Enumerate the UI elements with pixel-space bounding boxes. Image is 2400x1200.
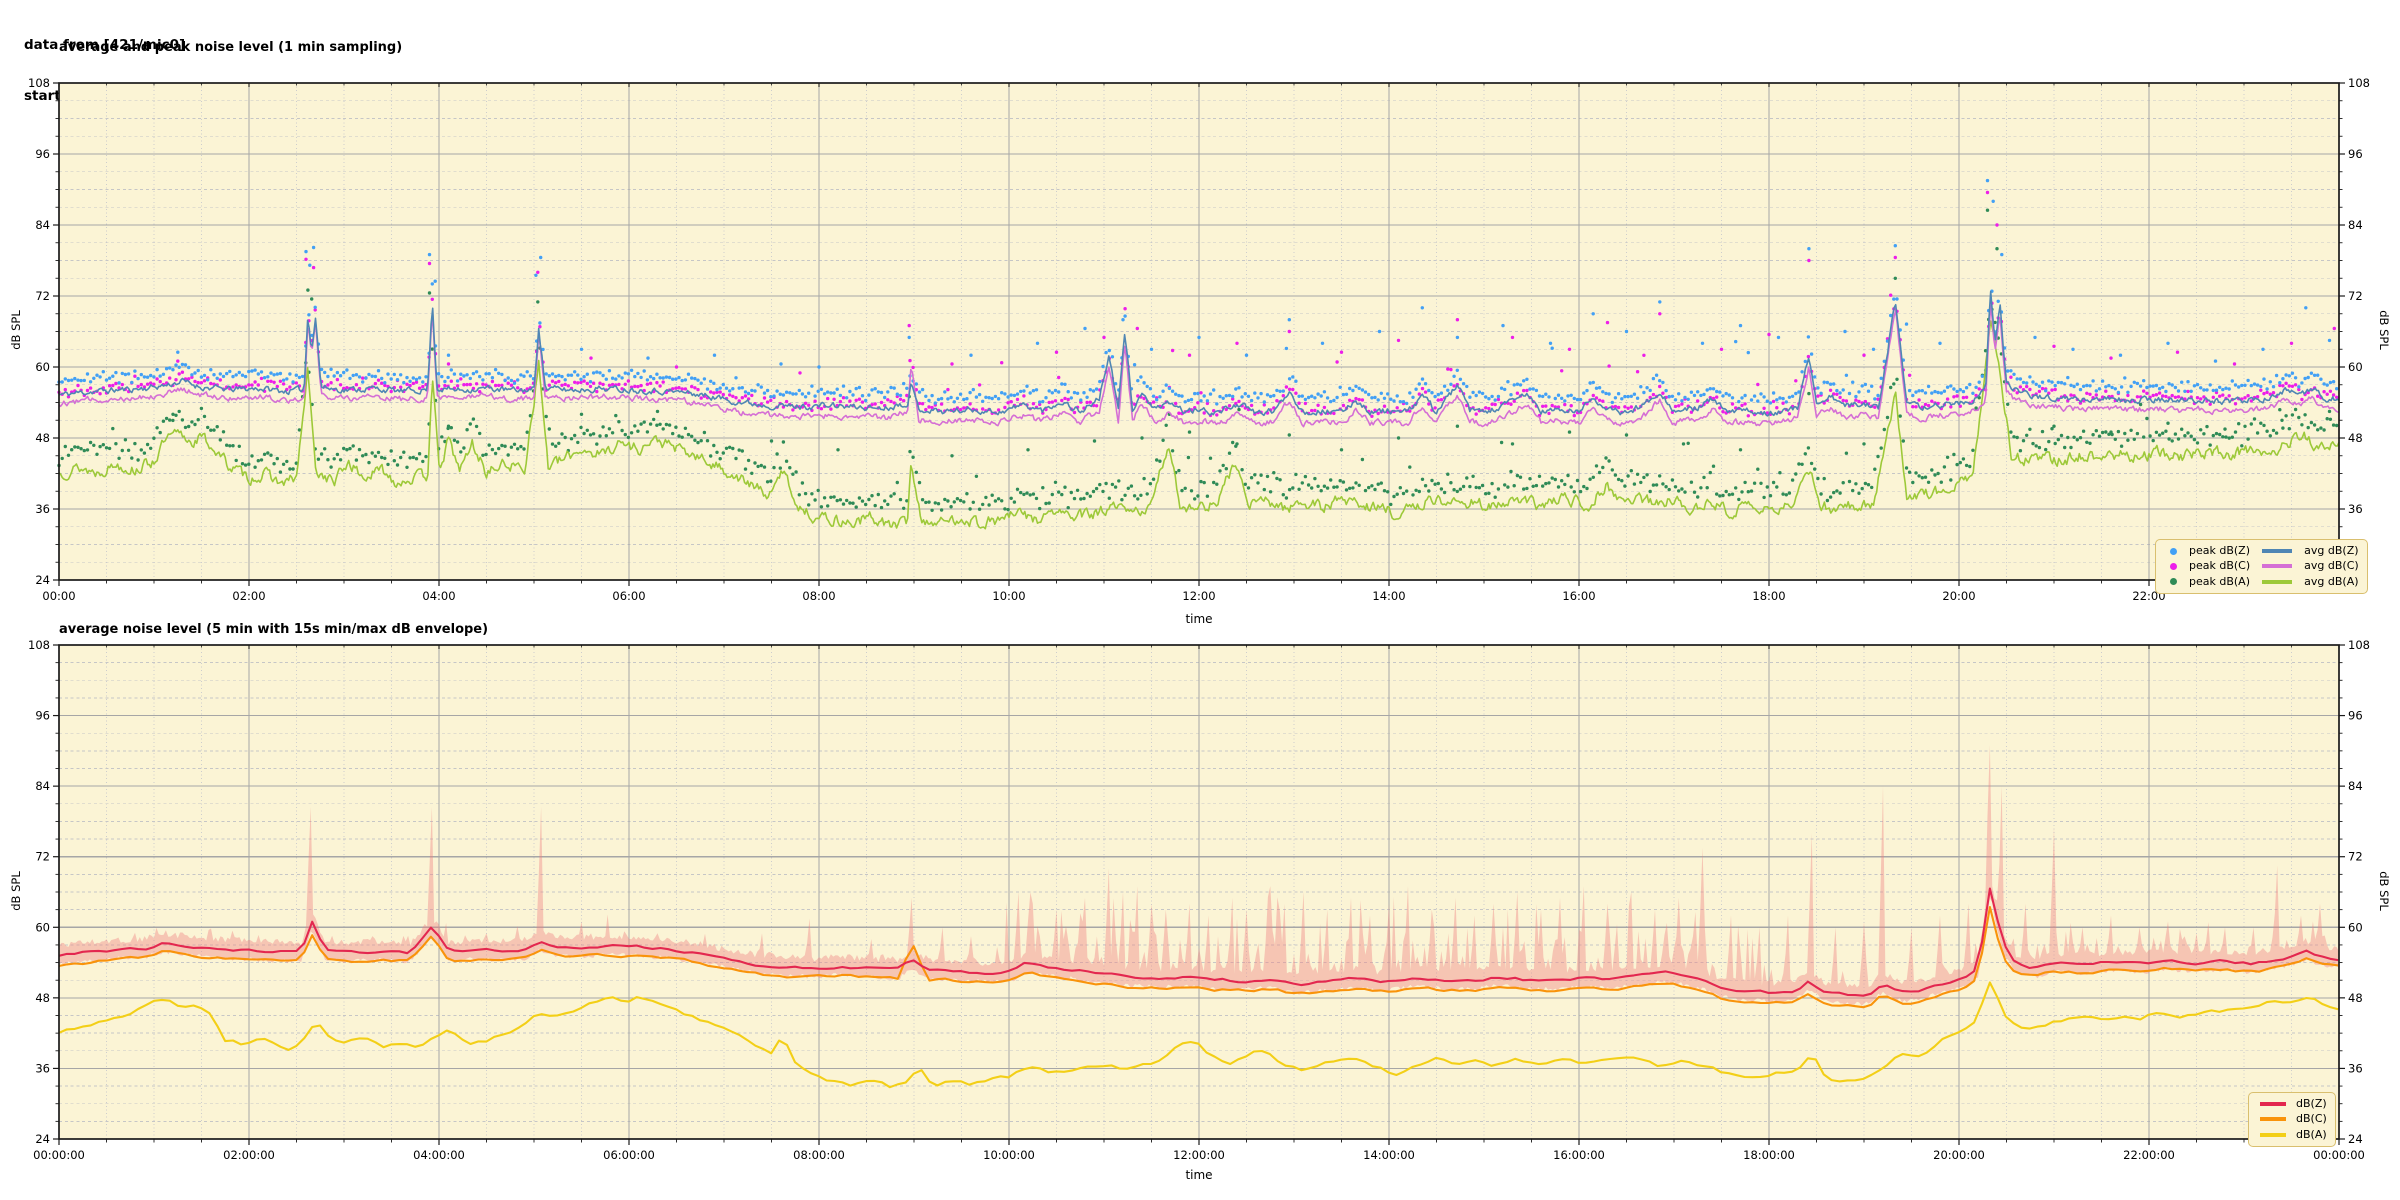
svg-text:12:00:00: 12:00:00 (1173, 1148, 1225, 1162)
legend-marker-avg-dbz-icon (2262, 549, 2293, 554)
svg-text:60: 60 (35, 920, 50, 934)
top-chart-ylabel-left: dB SPL (9, 310, 23, 350)
bottom-chart-legend: dB(Z) dB(C) dB(A) (2248, 1092, 2336, 1147)
svg-text:108: 108 (2348, 76, 2370, 90)
svg-text:10:00:00: 10:00:00 (983, 1148, 1035, 1162)
svg-text:24: 24 (2348, 1132, 2363, 1146)
chart-area-0: 00:00 02:00 04:00 06:00 08:00 10:00 12:00 14:00… (28, 76, 2370, 603)
svg-text:48: 48 (2348, 991, 2363, 1005)
top-chart-xlabel: time (1185, 612, 1213, 626)
svg-text:10:00: 10:00 (992, 589, 1025, 603)
legend-label-peak-dba: peak dB(A) (2189, 574, 2250, 588)
scatter-peak_a (57, 208, 2339, 512)
legend-label-dbz: dB(Z) (2296, 1097, 2327, 1110)
svg-text:08:00: 08:00 (802, 589, 835, 603)
legend-marker-peak-dbz-icon (2169, 547, 2177, 555)
svg-text:48: 48 (35, 431, 50, 445)
svg-text:60: 60 (2348, 360, 2363, 374)
line-z (58, 887, 2339, 997)
svg-text:20:00:00: 20:00:00 (1933, 1148, 1985, 1162)
legend-label-avg-dbz: avg dB(Z) (2304, 544, 2359, 557)
line-a (58, 981, 2339, 1089)
svg-text:72: 72 (35, 850, 50, 864)
line-avg_a (58, 320, 2340, 530)
svg-text:02:00:00: 02:00:00 (223, 1148, 275, 1162)
svg-text:18:00: 18:00 (1752, 589, 1785, 603)
svg-text:96: 96 (35, 709, 50, 723)
svg-text:36: 36 (2348, 502, 2363, 516)
bottom-chart-ylabel-left: dB SPL (9, 871, 23, 911)
svg-text:84: 84 (2348, 218, 2363, 232)
svg-text:36: 36 (35, 1061, 50, 1075)
top-chart-ylabel-right: dB SPL (2377, 310, 2391, 350)
top-chart-legend: peak dB(Z) avg dB(Z) peak dB(C) avg dB(C… (2155, 539, 2368, 594)
legend-label-dbc: dB(C) (2296, 1112, 2327, 1126)
legend-marker-avg-dba-icon (2262, 579, 2293, 584)
svg-text:02:00: 02:00 (232, 589, 265, 603)
svg-text:20:00: 20:00 (1942, 589, 1975, 603)
svg-text:84: 84 (35, 779, 50, 793)
svg-text:04:00:00: 04:00:00 (413, 1148, 465, 1162)
legend-marker-dba-icon (2260, 1132, 2286, 1137)
legend-marker-dbz-icon (2260, 1102, 2286, 1107)
svg-text:48: 48 (35, 991, 50, 1005)
svg-text:60: 60 (35, 360, 50, 374)
svg-text:00:00:00: 00:00:00 (2313, 1148, 2365, 1162)
legend-marker-peak-dbc-icon (2169, 562, 2177, 570)
line-avg_c (58, 304, 2340, 428)
svg-text:72: 72 (35, 289, 50, 303)
svg-text:72: 72 (2348, 289, 2363, 303)
svg-text:14:00: 14:00 (1372, 589, 1405, 603)
svg-text:24: 24 (35, 1132, 50, 1146)
svg-text:36: 36 (35, 502, 50, 516)
svg-text:108: 108 (28, 638, 50, 652)
svg-text:96: 96 (2348, 147, 2363, 161)
svg-text:84: 84 (2348, 779, 2363, 793)
svg-text:08:00:00: 08:00:00 (793, 1148, 845, 1162)
svg-text:84: 84 (35, 218, 50, 232)
legend-label-dba: dB(A) (2296, 1127, 2327, 1141)
line-avg_z (58, 290, 2340, 417)
svg-text:00:00:00: 00:00:00 (33, 1148, 85, 1162)
svg-text:14:00:00: 14:00:00 (1363, 1148, 1415, 1162)
top-chart-title: average and peak noise level (1 min samp… (59, 40, 403, 55)
svg-text:22:00:00: 22:00:00 (2123, 1148, 2175, 1162)
svg-text:00:00: 00:00 (42, 589, 75, 603)
svg-text:16:00:00: 16:00:00 (1553, 1148, 1605, 1162)
svg-text:04:00: 04:00 (422, 589, 455, 603)
svg-text:72: 72 (2348, 850, 2363, 864)
svg-text:24: 24 (35, 573, 50, 587)
bottom-chart-title: average noise level (5 min with 15s min/… (59, 622, 489, 637)
line-c (58, 905, 2339, 1009)
svg-text:16:00: 16:00 (1562, 589, 1595, 603)
legend-marker-avg-dbc-icon (2262, 564, 2293, 569)
chart-area-1: 00:00:00 02:00:00 04:00:00 06:00:00 08:00:00… (28, 638, 2370, 1162)
header-data-source: data from [421/mic0] (24, 37, 186, 53)
scatter-peak_z (57, 178, 2339, 406)
legend-marker-dbc-icon (2260, 1117, 2286, 1122)
svg-text:48: 48 (2348, 431, 2363, 445)
svg-text:12:00: 12:00 (1182, 589, 1215, 603)
legend-label-avg-dbc: avg dB(C) (2304, 559, 2359, 573)
svg-text:06:00: 06:00 (612, 589, 645, 603)
svg-text:36: 36 (2348, 1061, 2363, 1075)
svg-text:96: 96 (2348, 709, 2363, 723)
svg-text:96: 96 (35, 147, 50, 161)
svg-text:108: 108 (28, 76, 50, 90)
legend-label-avg-dba: avg dB(A) (2304, 574, 2359, 588)
svg-text:108: 108 (2348, 638, 2370, 652)
legend-marker-peak-dba-icon (2169, 578, 2177, 586)
svg-text:60: 60 (2348, 920, 2363, 934)
bottom-chart-xlabel: time (1185, 1168, 1213, 1182)
svg-text:06:00:00: 06:00:00 (603, 1148, 655, 1162)
svg-text:18:00:00: 18:00:00 (1743, 1148, 1795, 1162)
legend-label-peak-dbz: peak dB(Z) (2189, 544, 2251, 557)
legend-label-peak-dbc: peak dB(C) (2189, 559, 2251, 573)
bottom-chart-ylabel-right: dB SPL (2377, 871, 2391, 911)
